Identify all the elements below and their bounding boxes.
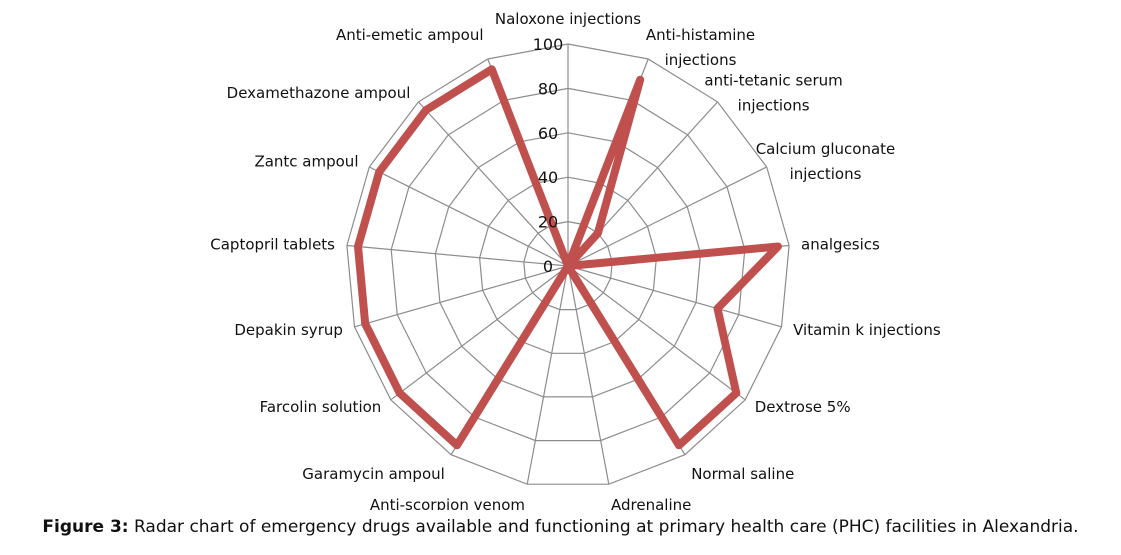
category-label-14: Zantc ampoul bbox=[254, 153, 358, 171]
series-layer bbox=[354, 65, 782, 450]
category-label-10: Garamycin ampoul bbox=[302, 465, 445, 483]
category-label-3: Calcium gluconate injections bbox=[756, 140, 896, 183]
spoke-8 bbox=[567, 265, 610, 485]
spoke-14 bbox=[369, 166, 569, 267]
radial-tick-labels: 0 20 40 60 80 100 bbox=[533, 35, 564, 276]
grid-ring-5 bbox=[346, 43, 790, 485]
data-point-10 bbox=[456, 444, 458, 446]
data-point-11 bbox=[399, 392, 401, 394]
data-point-15 bbox=[425, 109, 427, 111]
tick-label-100: 100 bbox=[533, 35, 564, 54]
spoke-13 bbox=[346, 244, 569, 267]
category-label-9: Anti-scorpion venom bbox=[370, 496, 525, 510]
tick-label-80: 80 bbox=[538, 79, 558, 98]
category-label-16: Anti-emetic ampoul bbox=[336, 26, 484, 44]
data-point-6 bbox=[735, 392, 737, 394]
spoke-3 bbox=[567, 166, 767, 267]
spoke-12 bbox=[354, 265, 569, 328]
data-point-12 bbox=[364, 323, 366, 325]
category-label-11: Farcolin solution bbox=[260, 398, 382, 416]
tick-label-20: 20 bbox=[538, 213, 558, 232]
category-label-6: Dextrose 5% bbox=[755, 398, 851, 416]
category-label-13: Captopril tablets bbox=[210, 235, 335, 253]
category-label-5: Vitamin k injections bbox=[793, 321, 941, 339]
grid-ring-4 bbox=[390, 87, 746, 442]
data-point-2 bbox=[597, 232, 599, 234]
category-label-15: Dexamethazone ampoul bbox=[227, 84, 411, 102]
category-label-4: analgesics bbox=[801, 235, 880, 253]
grid-ring-2 bbox=[478, 176, 658, 354]
grid-ring-3 bbox=[434, 132, 702, 398]
tick-label-40: 40 bbox=[538, 168, 558, 187]
data-point-14 bbox=[378, 171, 380, 173]
category-label-2: anti-tetanic serum injections bbox=[704, 72, 842, 115]
caption-label: Figure 3: bbox=[42, 517, 129, 537]
data-point-9 bbox=[567, 265, 569, 267]
data-point-13 bbox=[357, 246, 359, 247]
tick-label-60: 60 bbox=[538, 124, 558, 143]
category-label-7: Normal saline bbox=[691, 465, 794, 483]
data-point-16 bbox=[491, 68, 493, 70]
spoke-9 bbox=[526, 265, 569, 485]
data-point-7 bbox=[678, 444, 680, 446]
category-labels: Naloxone injections Anti-histamine injecti… bbox=[210, 10, 941, 510]
spoke-15 bbox=[417, 101, 569, 267]
spoke-6 bbox=[567, 265, 746, 401]
radar-chart: Naloxone injections Anti-histamine injecti… bbox=[210, 10, 941, 510]
category-label-12: Depakin syrup bbox=[234, 321, 343, 339]
tick-label-0: 0 bbox=[543, 257, 553, 276]
category-label-1: Anti-histamine injections bbox=[646, 26, 755, 69]
data-point-5 bbox=[717, 308, 718, 309]
caption-text: Radar chart of emergency drugs available… bbox=[128, 517, 1079, 537]
category-label-0: Naloxone injections bbox=[495, 10, 641, 28]
figure-caption: Figure 3: Radar chart of emergency drugs… bbox=[0, 517, 1121, 537]
category-label-8: Adrenaline bbox=[611, 496, 691, 510]
spoke-5 bbox=[567, 265, 782, 328]
data-point-4 bbox=[777, 246, 779, 247]
data-point-1 bbox=[639, 79, 641, 81]
grid-ring-1 bbox=[523, 220, 613, 311]
spoke-11 bbox=[390, 265, 569, 401]
